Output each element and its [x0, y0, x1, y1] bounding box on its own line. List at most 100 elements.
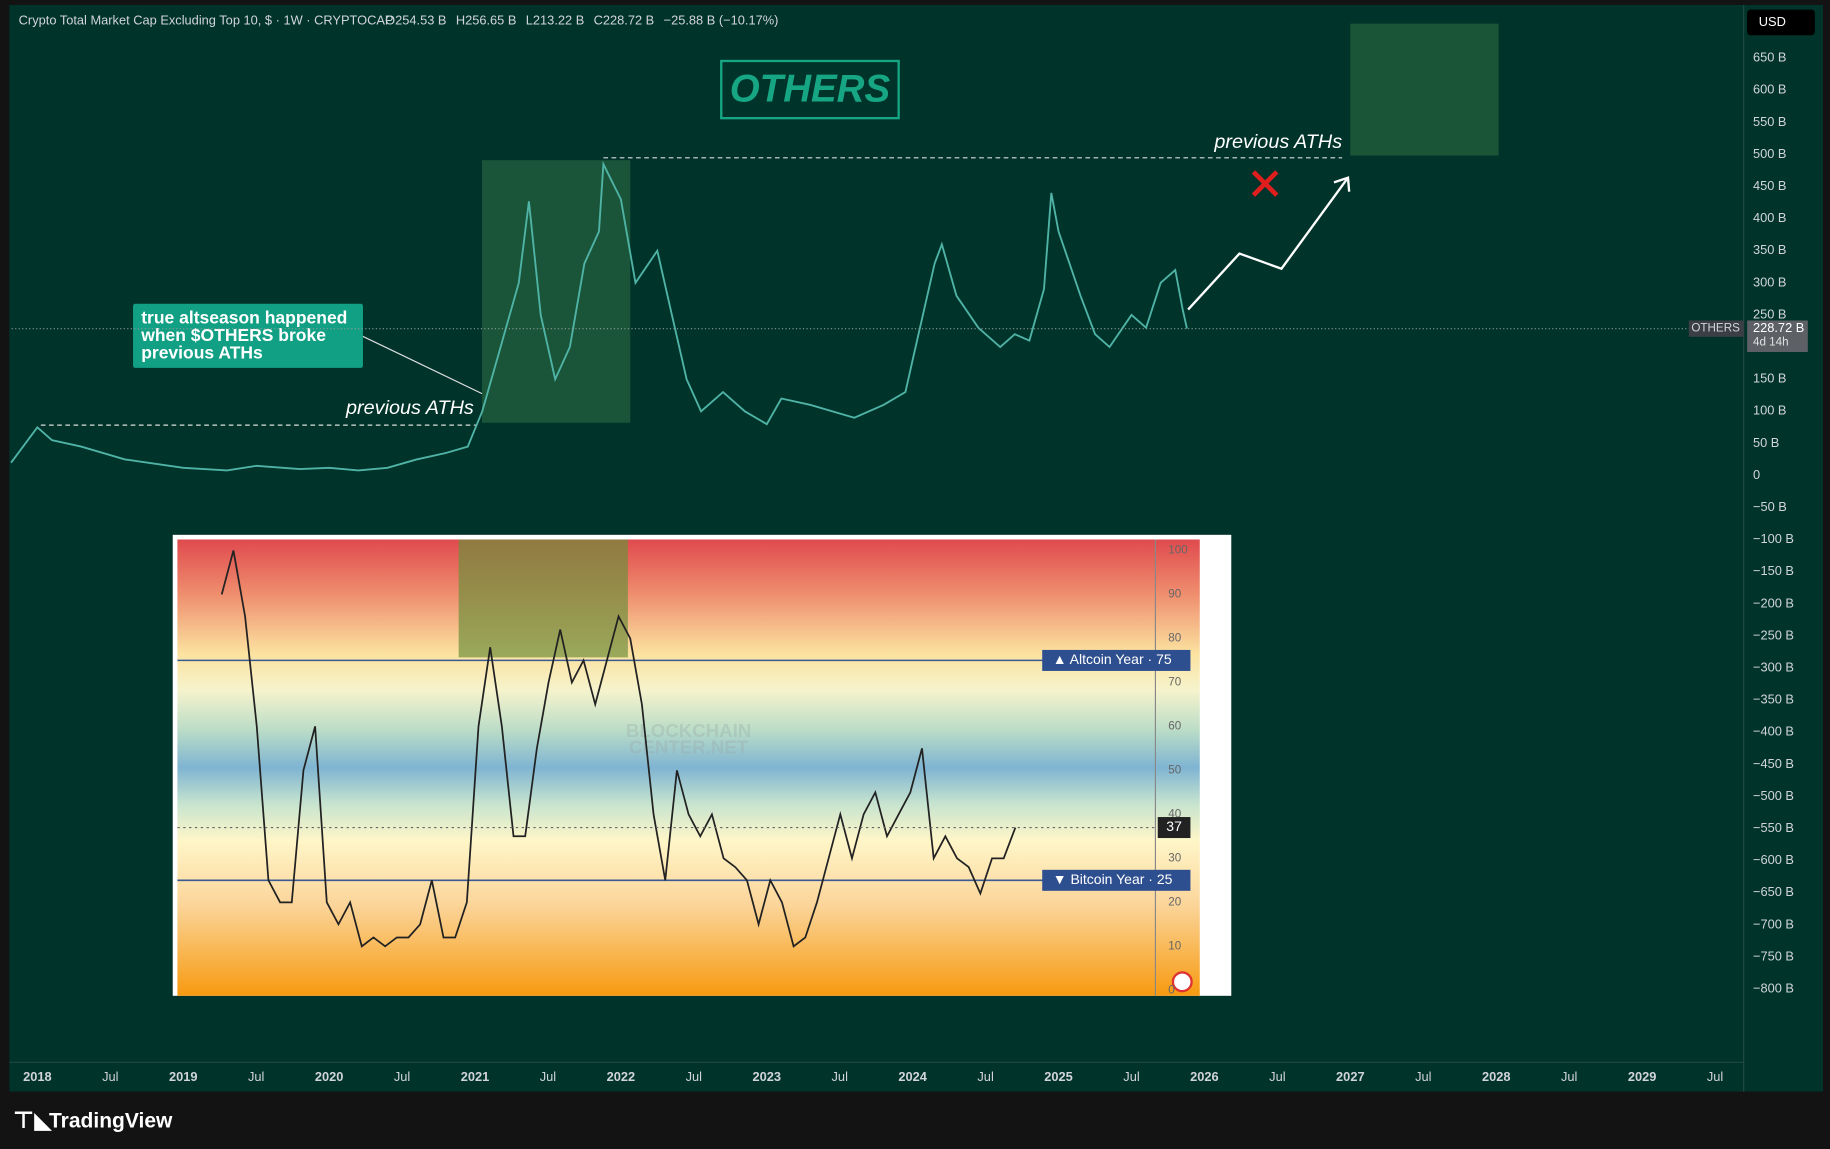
y-tick-label: 650 B [1753, 50, 1787, 65]
x-tick-label: 2024 [898, 1069, 927, 1084]
title-box [720, 59, 900, 120]
last-price: 228.72 B [1753, 320, 1804, 335]
y-tick-label: 60 [1168, 719, 1181, 732]
callout-text: when $OTHERS broke [140, 325, 326, 345]
y-tick-label: −650 B [1753, 884, 1794, 899]
reference-label-box [1042, 869, 1191, 891]
brand[interactable]: TradingView [49, 1109, 173, 1132]
x-tick-label: Jul [102, 1069, 118, 1084]
y-tick-label: 300 B [1753, 274, 1787, 289]
x-tick-label: Jul [1561, 1069, 1577, 1084]
ohlc-value: H256.65 B [456, 13, 517, 28]
x-tick-label: 2021 [461, 1069, 490, 1084]
series-tag: OTHERS [1691, 322, 1740, 335]
watermark: BLOCKCHAIN [626, 720, 751, 741]
y-tick-label: 400 B [1753, 210, 1787, 225]
countdown: 4d 14h [1753, 336, 1789, 349]
y-tick-label: 50 [1168, 763, 1181, 776]
y-tick-label: 80 [1168, 632, 1181, 645]
logo-mark[interactable]: ⊤◣ [13, 1107, 52, 1133]
x-tick-label: Jul [832, 1069, 848, 1084]
main-plot: 2018 Jul 2019 Jul 2020 Jul 2021 Jul 2022 Jul 2023 J… [10, 50, 1808, 1084]
x-tick-label: 2023 [753, 1069, 782, 1084]
y-tick-label: 550 B [1753, 114, 1787, 129]
x-tick-label: Jul [540, 1069, 556, 1084]
y-tick-label: 0 [1168, 983, 1175, 996]
ath-label: previous ATHs [345, 397, 474, 419]
y-tick-label: 350 B [1753, 242, 1787, 257]
y-tick-label: 10 [1168, 939, 1181, 952]
ohlc-value: L213.22 B [526, 13, 585, 28]
flag-icon[interactable] [1171, 971, 1193, 993]
callout-pointer [362, 335, 483, 395]
y-tick-label: −50 B [1753, 499, 1787, 514]
y-tick-label: 100 [1168, 544, 1188, 557]
reference-label: ▲ Altcoin Year · 75 [1053, 651, 1172, 667]
projection-arrow [1187, 176, 1351, 311]
y-tick-label: 30 [1168, 851, 1181, 864]
x-tick-label: Jul [977, 1069, 993, 1084]
y-tick-label: −350 B [1753, 692, 1794, 707]
y-tick-label: 150 B [1753, 371, 1787, 386]
cross-mark [1251, 170, 1279, 197]
index-line [220, 550, 1017, 948]
x-tick-label: 2027 [1336, 1069, 1365, 1084]
inset-highlight [458, 539, 628, 658]
y-tick-label: 50 B [1753, 435, 1779, 450]
x-tick-label: 2018 [23, 1069, 52, 1084]
y-tick-label: −450 B [1753, 756, 1794, 771]
y-tick-label: −200 B [1753, 595, 1794, 610]
y-tick-label: 20 [1168, 895, 1181, 908]
highlight-box [482, 160, 631, 423]
ath-label: previous ATHs [1213, 131, 1342, 153]
x-tick-label: Jul [1269, 1069, 1285, 1084]
callout-text: previous ATHs [141, 343, 263, 363]
chart-title: OTHERS [730, 67, 891, 110]
last-price-box [1747, 320, 1808, 352]
y-tick-label: 450 B [1753, 178, 1787, 193]
x-tick-label: Jul [1415, 1069, 1431, 1084]
x-tick-label: 2029 [1628, 1069, 1657, 1084]
y-tick-label: −700 B [1753, 916, 1794, 931]
y-tick-label: −100 B [1753, 531, 1794, 546]
y-tick-label: −500 B [1753, 788, 1794, 803]
x-tick-label: 2026 [1190, 1069, 1219, 1084]
series-tag-box [1688, 320, 1744, 337]
inset-background [177, 539, 1200, 996]
x-tick-label: 2020 [315, 1069, 344, 1084]
x-tick-label: 2025 [1044, 1069, 1073, 1084]
y-tick-label: −800 B [1753, 980, 1794, 995]
y-tick-label: −600 B [1753, 852, 1794, 867]
x-tick-label: 2028 [1482, 1069, 1511, 1084]
currency-box[interactable] [1747, 9, 1815, 36]
x-tick-label: Jul [686, 1069, 702, 1084]
callout-box [133, 303, 363, 368]
y-tick-label: 500 B [1753, 146, 1787, 161]
x-tick-label: 2019 [169, 1069, 198, 1084]
ohlc-value: O254.53 B [385, 13, 446, 28]
price-line [10, 160, 1188, 472]
y-tick-label: −750 B [1753, 948, 1794, 963]
y-tick-label: −400 B [1753, 724, 1794, 739]
y-tick-label: 100 B [1753, 403, 1787, 418]
y-tick-label: −550 B [1753, 820, 1794, 835]
ohlc-value: C228.72 B [594, 13, 655, 28]
callout-text: true altseason happened [141, 308, 347, 328]
x-tick-label: Jul [1123, 1069, 1139, 1084]
currency[interactable]: USD [1759, 14, 1786, 29]
y-tick-label: 90 [1168, 588, 1181, 601]
target-box [1350, 23, 1499, 156]
x-tick-label: Jul [394, 1069, 410, 1084]
symbol-title: Crypto Total Market Cap Excluding Top 10… [19, 13, 394, 28]
y-tick-label: −150 B [1753, 563, 1794, 578]
ohlc: O254.53 B H256.65 B L213.22 B C228.72 B −25.… [385, 13, 778, 28]
current-label: 37 [1166, 818, 1182, 834]
y-tick-label: 0 [1753, 467, 1760, 482]
y-tick-label: −250 B [1753, 627, 1794, 642]
y-tick-label: 250 B [1753, 306, 1787, 321]
reference-label: ▼ Bitcoin Year · 25 [1053, 871, 1173, 887]
y-tick-label: 70 [1168, 675, 1181, 688]
